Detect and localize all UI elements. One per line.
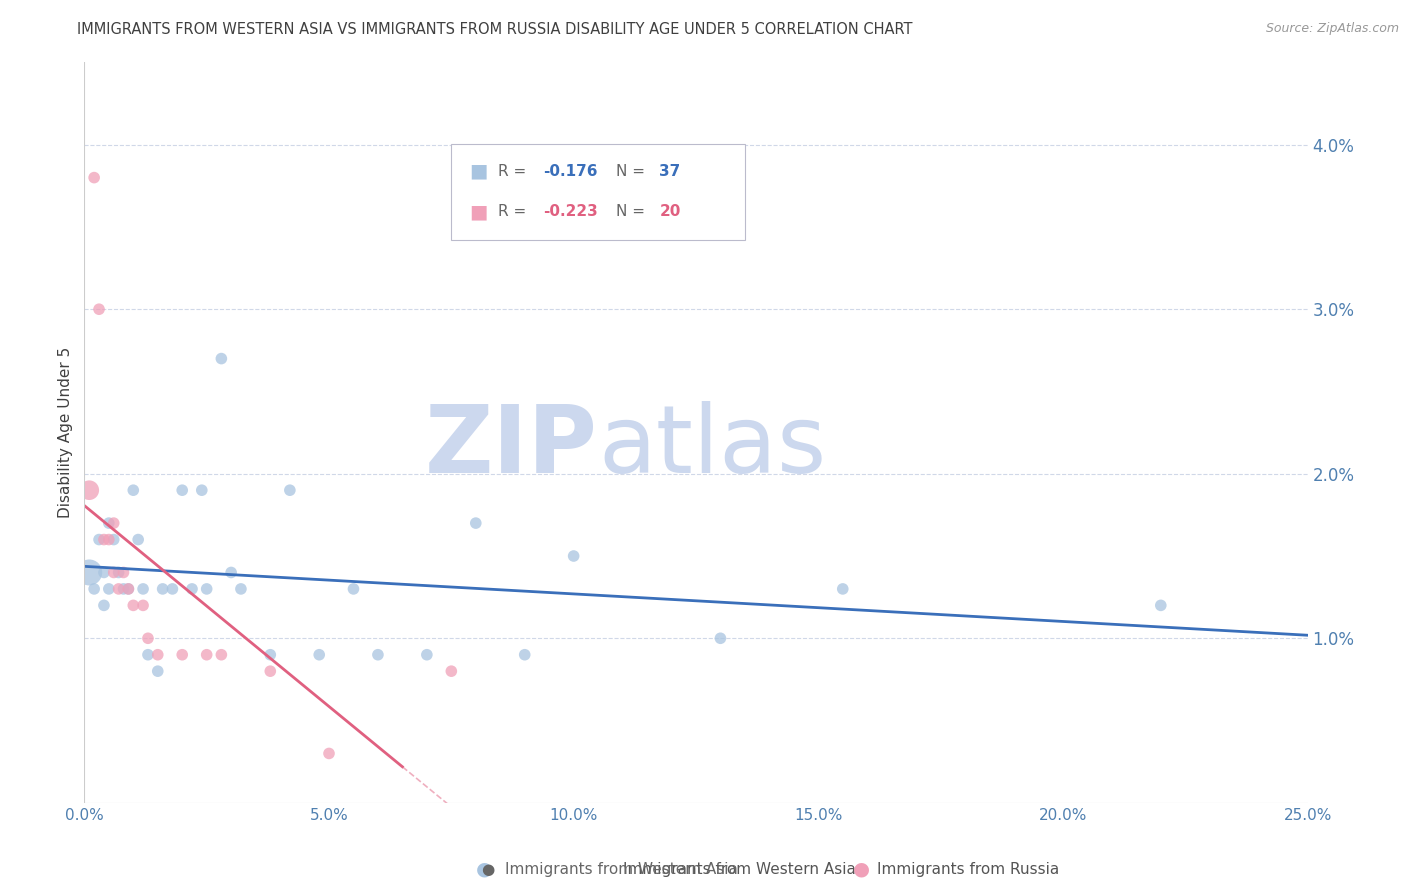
Point <box>132 599 155 613</box>
Text: IMMIGRANTS FROM WESTERN ASIA VS IMMIGRANTS FROM RUSSIA DISABILITY AGE UNDER 5 CO: IMMIGRANTS FROM WESTERN ASIA VS IMMIGRAN… <box>77 22 912 37</box>
Point <box>97 516 120 530</box>
Point <box>162 582 184 596</box>
Point <box>117 582 139 596</box>
FancyBboxPatch shape <box>451 144 745 240</box>
Point <box>77 566 100 580</box>
Point <box>83 170 105 185</box>
Text: N =: N = <box>616 204 651 219</box>
Text: Immigrants from Russia: Immigrants from Russia <box>877 862 1059 877</box>
Point <box>77 483 100 498</box>
Point <box>342 582 364 596</box>
Text: -0.176: -0.176 <box>543 164 598 178</box>
Point <box>127 533 149 547</box>
Text: ●: ● <box>475 860 494 879</box>
Point <box>83 582 105 596</box>
Point <box>259 664 281 678</box>
Point <box>191 483 214 498</box>
Point <box>440 664 463 678</box>
Point <box>278 483 301 498</box>
Text: N =: N = <box>616 164 651 178</box>
Point <box>195 582 218 596</box>
Point <box>146 648 169 662</box>
Point <box>93 599 115 613</box>
Point <box>181 582 204 596</box>
Text: -0.223: -0.223 <box>543 204 598 219</box>
Point <box>93 533 115 547</box>
Point <box>87 302 110 317</box>
Text: ●: ● <box>852 860 869 879</box>
Point <box>195 648 218 662</box>
Text: ■: ■ <box>470 202 488 221</box>
Text: R =: R = <box>498 164 531 178</box>
Point <box>562 549 585 563</box>
Point <box>229 582 252 596</box>
Point <box>172 483 194 498</box>
Text: 37: 37 <box>659 164 681 178</box>
Text: 20: 20 <box>659 204 681 219</box>
Text: ■: ■ <box>470 161 488 181</box>
Point <box>132 582 155 596</box>
Point <box>87 533 110 547</box>
Text: ZIP: ZIP <box>425 401 598 493</box>
Point <box>103 566 125 580</box>
Point <box>117 582 139 596</box>
Point <box>112 582 135 596</box>
Text: ●  Immigrants from Western Asia: ● Immigrants from Western Asia <box>482 862 738 877</box>
Point <box>209 648 232 662</box>
Point <box>367 648 389 662</box>
Point <box>136 648 159 662</box>
Text: R =: R = <box>498 204 531 219</box>
Point <box>107 582 129 596</box>
Text: atlas: atlas <box>598 401 827 493</box>
Point <box>1150 599 1173 613</box>
Point <box>308 648 330 662</box>
Point <box>259 648 281 662</box>
Point <box>146 664 169 678</box>
Point <box>318 747 340 761</box>
Point <box>831 582 853 596</box>
Y-axis label: Disability Age Under 5: Disability Age Under 5 <box>58 347 73 518</box>
Point <box>97 582 120 596</box>
Point <box>122 599 145 613</box>
Point <box>112 566 135 580</box>
Point <box>107 566 129 580</box>
Point <box>464 516 486 530</box>
Point <box>709 632 731 646</box>
Point <box>103 533 125 547</box>
Point <box>136 632 159 646</box>
Text: Source: ZipAtlas.com: Source: ZipAtlas.com <box>1265 22 1399 36</box>
Point <box>513 648 536 662</box>
Point <box>103 516 125 530</box>
Text: Immigrants from Western Asia: Immigrants from Western Asia <box>623 862 855 877</box>
Point <box>416 648 439 662</box>
Point <box>152 582 174 596</box>
Point <box>209 351 232 366</box>
Point <box>122 483 145 498</box>
Point <box>97 533 120 547</box>
Point <box>172 648 194 662</box>
Point <box>219 566 242 580</box>
Point <box>93 566 115 580</box>
